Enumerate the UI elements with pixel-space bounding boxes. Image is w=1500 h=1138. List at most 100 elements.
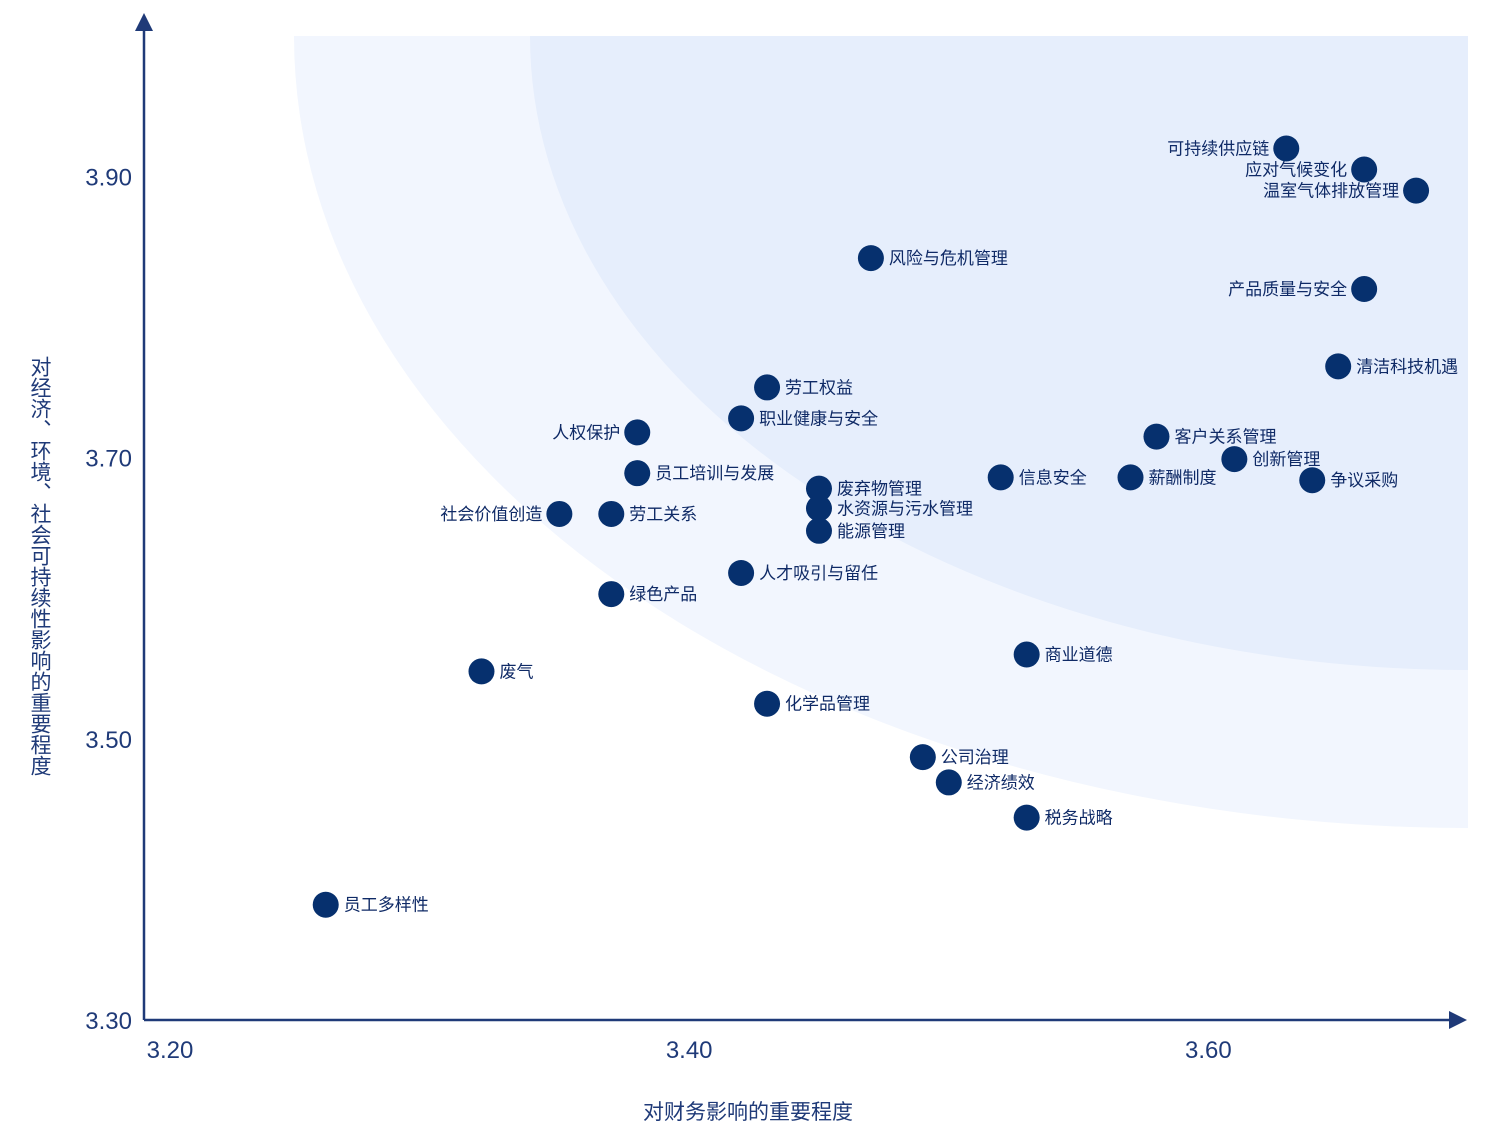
data-point-label: 化学品管理 <box>785 695 870 715</box>
y-tick-label: 3.30 <box>85 1008 132 1035</box>
data-point-label: 温室气体排放管理 <box>1263 182 1399 202</box>
data-point-label: 产品质量与安全 <box>1228 280 1347 300</box>
data-point-marker <box>624 460 651 487</box>
data-point: 风险与危机管理 <box>857 245 1008 272</box>
data-point: 清洁科技机遇 <box>1325 353 1458 380</box>
data-point-marker <box>1325 353 1352 380</box>
data-point: 水资源与污水管理 <box>805 495 973 522</box>
data-point: 争议采购 <box>1299 467 1398 494</box>
data-point-marker <box>1351 156 1378 183</box>
data-point-marker <box>1143 423 1170 450</box>
data-point-marker <box>598 581 625 608</box>
data-point-marker <box>805 475 832 502</box>
data-point-marker <box>1221 446 1248 473</box>
data-point-label: 经济绩效 <box>967 773 1035 793</box>
data-point: 员工多样性 <box>312 891 429 918</box>
data-point: 创新管理 <box>1221 446 1320 473</box>
x-axis-arrow-icon <box>1449 1011 1467 1029</box>
data-point-label: 水资源与污水管理 <box>837 499 973 519</box>
data-point: 能源管理 <box>805 517 905 544</box>
data-point-label: 废气 <box>499 662 533 682</box>
data-point-marker <box>1117 464 1144 491</box>
data-point-label: 争议采购 <box>1330 471 1398 491</box>
data-point-label: 公司治理 <box>941 748 1009 768</box>
data-point-marker <box>728 405 755 432</box>
data-point-label: 绿色产品 <box>629 585 697 605</box>
data-point: 经济绩效 <box>935 769 1035 796</box>
data-point: 劳工权益 <box>754 374 853 401</box>
y-axis-title: 对经济、环境、社会可持续性影响的重要程度 <box>28 356 52 776</box>
data-point-marker <box>1013 641 1040 668</box>
data-point-label: 人权保护 <box>552 423 620 443</box>
data-point-marker <box>754 690 781 717</box>
data-point-label: 员工培训与发展 <box>655 464 774 484</box>
data-point: 化学品管理 <box>754 690 870 717</box>
data-point-label: 社会价值创造 <box>440 505 542 525</box>
data-point: 员工培训与发展 <box>624 460 774 487</box>
y-tick-label: 3.70 <box>85 446 132 473</box>
data-point: 废弃物管理 <box>805 475 922 502</box>
data-point-marker <box>909 744 936 771</box>
x-tick-label: 3.20 <box>147 1037 194 1064</box>
x-axis-title: 对财务影响的重要程度 <box>643 1100 853 1124</box>
data-point-marker <box>987 464 1014 491</box>
data-point-label: 税务战略 <box>1045 809 1113 829</box>
data-point-marker <box>754 374 781 401</box>
data-point: 商业道德 <box>1013 641 1113 668</box>
data-point-marker <box>1351 276 1378 303</box>
data-point: 劳工关系 <box>598 500 697 527</box>
x-tick-label: 3.40 <box>666 1037 713 1064</box>
data-point: 税务战略 <box>1013 804 1113 831</box>
data-point-label: 创新管理 <box>1252 450 1320 470</box>
data-point: 可持续供应链 <box>1167 135 1300 162</box>
data-point-label: 员工多样性 <box>344 896 429 916</box>
data-point-label: 人才吸引与留任 <box>759 564 878 584</box>
axes <box>135 13 1467 1029</box>
data-point-marker <box>1273 135 1300 162</box>
data-point: 人才吸引与留任 <box>728 559 878 586</box>
y-axis-arrow-icon <box>135 13 153 31</box>
data-point-label: 职业健康与安全 <box>759 409 878 429</box>
x-tick-label: 3.60 <box>1185 1037 1232 1064</box>
data-point: 信息安全 <box>987 464 1087 491</box>
data-point-marker <box>728 559 755 586</box>
high-priority-zone <box>530 36 1468 670</box>
data-point-marker <box>598 500 625 527</box>
y-tick-label: 3.50 <box>85 727 132 754</box>
data-point-marker <box>1299 467 1326 494</box>
data-point-label: 能源管理 <box>837 522 905 542</box>
data-point-marker <box>857 245 884 272</box>
data-point-label: 可持续供应链 <box>1167 139 1269 159</box>
data-point-label: 商业道德 <box>1045 646 1113 666</box>
data-point: 职业健康与安全 <box>728 405 878 432</box>
data-point-marker <box>546 500 573 527</box>
data-point-label: 废弃物管理 <box>837 480 922 500</box>
data-point: 温室气体排放管理 <box>1263 177 1430 204</box>
data-point: 应对气候变化 <box>1245 156 1378 183</box>
data-point: 废气 <box>468 658 533 685</box>
data-point-marker <box>468 658 495 685</box>
data-point: 产品质量与安全 <box>1228 276 1378 303</box>
data-point: 公司治理 <box>909 744 1009 771</box>
data-point-marker <box>1403 177 1430 204</box>
data-point-label: 应对气候变化 <box>1245 161 1347 181</box>
data-point-marker <box>312 891 339 918</box>
data-point-marker <box>805 495 832 522</box>
data-point-marker <box>935 769 962 796</box>
data-point-marker <box>1013 804 1040 831</box>
data-point-marker <box>805 517 832 544</box>
data-point: 社会价值创造 <box>440 500 573 527</box>
data-point: 人权保护 <box>552 419 651 446</box>
data-point-label: 薪酬制度 <box>1149 468 1217 488</box>
data-point-label: 清洁科技机遇 <box>1356 357 1458 377</box>
data-point: 绿色产品 <box>598 581 697 608</box>
data-point: 薪酬制度 <box>1117 464 1217 491</box>
data-point-label: 客户关系管理 <box>1174 428 1276 448</box>
data-point-label: 信息安全 <box>1019 468 1087 488</box>
data-point-marker <box>624 419 651 446</box>
data-point-label: 劳工关系 <box>629 505 697 525</box>
data-point-label: 风险与危机管理 <box>889 249 1008 269</box>
data-point: 客户关系管理 <box>1143 423 1276 450</box>
